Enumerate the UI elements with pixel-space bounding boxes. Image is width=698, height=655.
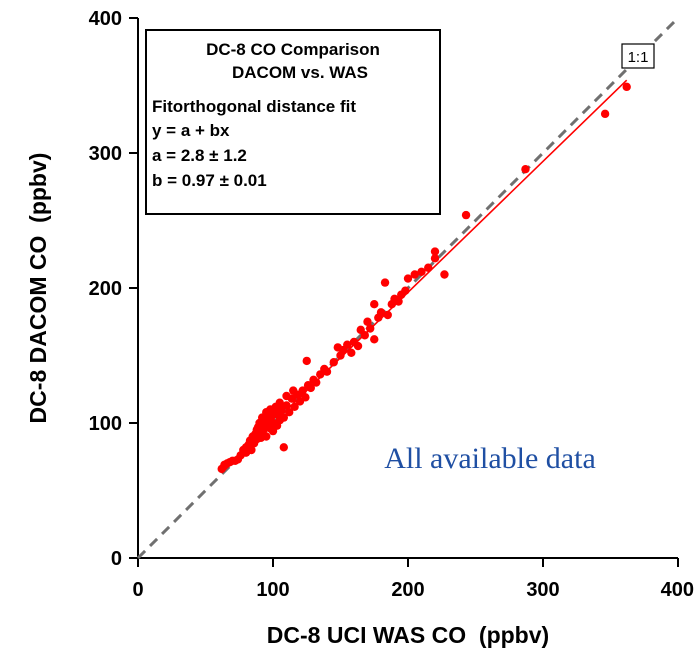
- x-tick-label: 200: [391, 579, 424, 601]
- fit-a-value: a = 2.8 ± 1.2: [152, 146, 247, 165]
- data-point: [401, 286, 410, 295]
- fit-method-label: Fitorthogonal distance fit: [152, 97, 356, 116]
- data-point: [279, 443, 288, 452]
- data-point: [440, 270, 449, 279]
- y-tick-label: 200: [89, 278, 122, 300]
- data-point: [461, 210, 471, 220]
- data-point: [600, 109, 610, 119]
- data-point: [298, 386, 307, 395]
- data-point: [370, 300, 379, 309]
- y-axis-ticks: 0 100 200 300 400: [89, 8, 138, 570]
- data-point: [360, 331, 369, 340]
- data-point: [363, 317, 372, 326]
- info-box: DC-8 CO Comparison DACOM vs. WAS Fitorth…: [145, 29, 441, 215]
- data-point: [322, 367, 332, 376]
- data-point: [279, 413, 288, 422]
- data-point: [343, 340, 352, 349]
- data-point: [329, 358, 338, 367]
- x-tick-label: 100: [256, 579, 289, 601]
- data-point: [285, 408, 294, 417]
- y-tick-label: 400: [89, 8, 122, 30]
- x-axis-ticks: 0 100 200 300 400: [132, 558, 694, 601]
- data-points: [217, 82, 631, 474]
- data-point: [383, 310, 392, 320]
- data-point: [290, 402, 299, 411]
- one-to-one-label: 1:1: [621, 43, 655, 69]
- all-data-annotation: All available data: [384, 442, 596, 475]
- one-to-one-text: 1:1: [628, 49, 649, 66]
- data-point: [417, 267, 426, 276]
- data-point: [275, 398, 284, 407]
- y-tick-label: 300: [89, 143, 122, 165]
- data-point: [370, 335, 379, 344]
- x-tick-label: 0: [132, 579, 143, 601]
- data-point: [282, 401, 291, 410]
- data-point: [312, 378, 321, 387]
- x-tick-label: 400: [661, 579, 694, 601]
- data-point: [376, 308, 386, 317]
- data-point: [347, 348, 356, 357]
- fit-equation: y = a + bx: [152, 121, 230, 140]
- data-point: [394, 297, 403, 306]
- data-point: [380, 278, 390, 287]
- data-point: [430, 254, 440, 263]
- fit-b-value: b = 0.97 ± 0.01: [152, 171, 267, 190]
- info-title-1: DC-8 CO Comparison: [206, 40, 380, 59]
- data-point: [430, 247, 440, 256]
- data-point: [302, 356, 311, 366]
- y-tick-label: 0: [111, 548, 122, 570]
- data-point: [247, 445, 256, 455]
- data-point: [306, 383, 315, 393]
- y-axis-title: DC-8 DACOM CO (ppbv): [25, 153, 51, 424]
- data-point: [353, 341, 363, 351]
- data-point: [410, 270, 419, 279]
- x-tick-label: 300: [526, 579, 559, 601]
- data-point: [403, 274, 413, 283]
- info-title-2: DACOM vs. WAS: [232, 63, 368, 82]
- data-point: [301, 393, 310, 402]
- data-point: [262, 432, 271, 441]
- data-point: [622, 82, 631, 92]
- data-point: [521, 165, 530, 174]
- x-axis-title: DC-8 UCI WAS CO (ppbv): [267, 622, 549, 648]
- y-tick-label: 100: [89, 413, 122, 435]
- data-point: [424, 263, 433, 272]
- data-point: [366, 324, 375, 333]
